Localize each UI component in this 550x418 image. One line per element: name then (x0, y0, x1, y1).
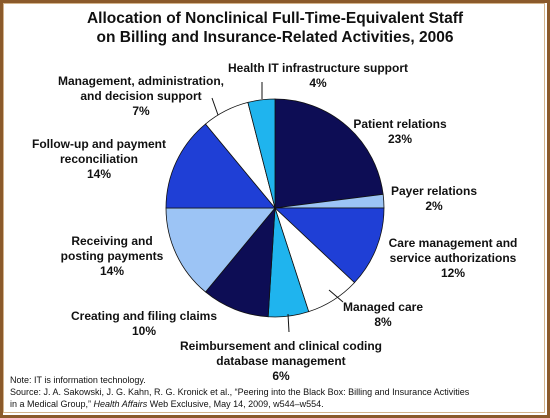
slice-label-line: 2% (425, 199, 443, 213)
slice-label-line: Patient relations (353, 117, 447, 131)
slice-label-line: 10% (132, 324, 156, 338)
leader-line-management-administration-and-decision-support (211, 97, 219, 116)
leader-line-reimbursement-and-clinical-coding-database-management (287, 313, 290, 333)
slice-label-line: Payer relations (391, 184, 477, 198)
leader-lines (211, 82, 344, 333)
slice-label-line: and decision support (80, 89, 201, 103)
slice-label-line: 14% (87, 167, 111, 181)
slice-label-management-administration-and-decision-support: Management, administration, and decision … (58, 74, 224, 118)
slice-label-line: Care management and (389, 236, 518, 250)
slice-label-receiving-and-posting-payments: Receiving and posting payments 14% (61, 234, 164, 278)
slice-label-line: service authorizations (390, 251, 517, 265)
source-text-line-2: in a Medical Group,” Health Affairs Web … (10, 399, 324, 410)
pie-slices (165, 98, 385, 318)
slice-label-line: 8% (374, 315, 392, 329)
slice-label-health-it-infrastructure-support: Health IT infrastructure support 4% (228, 61, 408, 90)
pie-slice-patient-relations (274, 98, 384, 209)
slice-label-line: posting payments (61, 249, 164, 263)
slice-label-line: reconciliation (60, 152, 138, 166)
slice-label-line: Reimbursement and clinical coding (180, 339, 382, 353)
pie-slice-care-management-and-service-authorizations (273, 207, 385, 284)
chart-title-line-2: on Billing and Insurance-Related Activit… (96, 29, 454, 46)
slice-label-patient-relations: Patient relations 23% (353, 117, 447, 146)
source-text-line-1: Source: J. A. Sakowski, J. G. Kahn, R. G… (10, 387, 470, 397)
slice-label-care-management-and-service-authorizations: Care management and service authorization… (389, 236, 518, 280)
source-line-2-suffix: Web Exclusive, May 14, 2009, w544–w554. (147, 399, 324, 409)
slice-label-managed-care: Managed care 8% (343, 300, 423, 329)
slice-label-line: Follow-up and payment (32, 137, 166, 151)
source-journal-name: Health Affairs (93, 399, 148, 409)
slice-labels: Patient relations 23% Payer relations 2% Car… (32, 61, 517, 383)
slice-label-line: 6% (272, 369, 290, 383)
slice-label-line: Receiving and (71, 234, 152, 248)
pie-slice-follow-up-and-payment-reconciliation (165, 123, 276, 209)
slice-label-line: Management, administration, (58, 74, 224, 88)
source-line-2-prefix: in a Medical Group,” (10, 399, 94, 409)
pie-slice-receiving-and-posting-payments (165, 207, 276, 293)
slice-label-reimbursement-and-clinical-coding-database-management: Reimbursement and clinical coding databas… (180, 339, 382, 383)
chart-title-line-1: Allocation of Nonclinical Full-Time-Equi… (86, 10, 464, 27)
slice-label-line: Managed care (343, 300, 423, 314)
slice-label-line: 23% (388, 132, 412, 146)
slice-label-line: 7% (132, 104, 150, 118)
slice-label-creating-and-filing-claims: Creating and filing claims 10% (71, 309, 217, 338)
note-text: Note: IT is information technology. (10, 375, 146, 385)
leader-line-managed-care (328, 289, 344, 303)
slice-label-payer-relations: Payer relations 2% (391, 184, 477, 213)
slice-label-line: 12% (441, 266, 465, 280)
slice-label-line: 4% (309, 76, 327, 90)
pie-slice-health-it-infrastructure-support (247, 98, 276, 209)
slice-label-line: Health IT infrastructure support (228, 61, 408, 75)
slice-label-line: Creating and filing claims (71, 309, 217, 323)
slice-label-line: database management (216, 354, 345, 368)
slice-label-line: 14% (100, 264, 124, 278)
slice-label-follow-up-and-payment-reconciliation: Follow-up and payment reconciliation 14% (32, 137, 166, 181)
